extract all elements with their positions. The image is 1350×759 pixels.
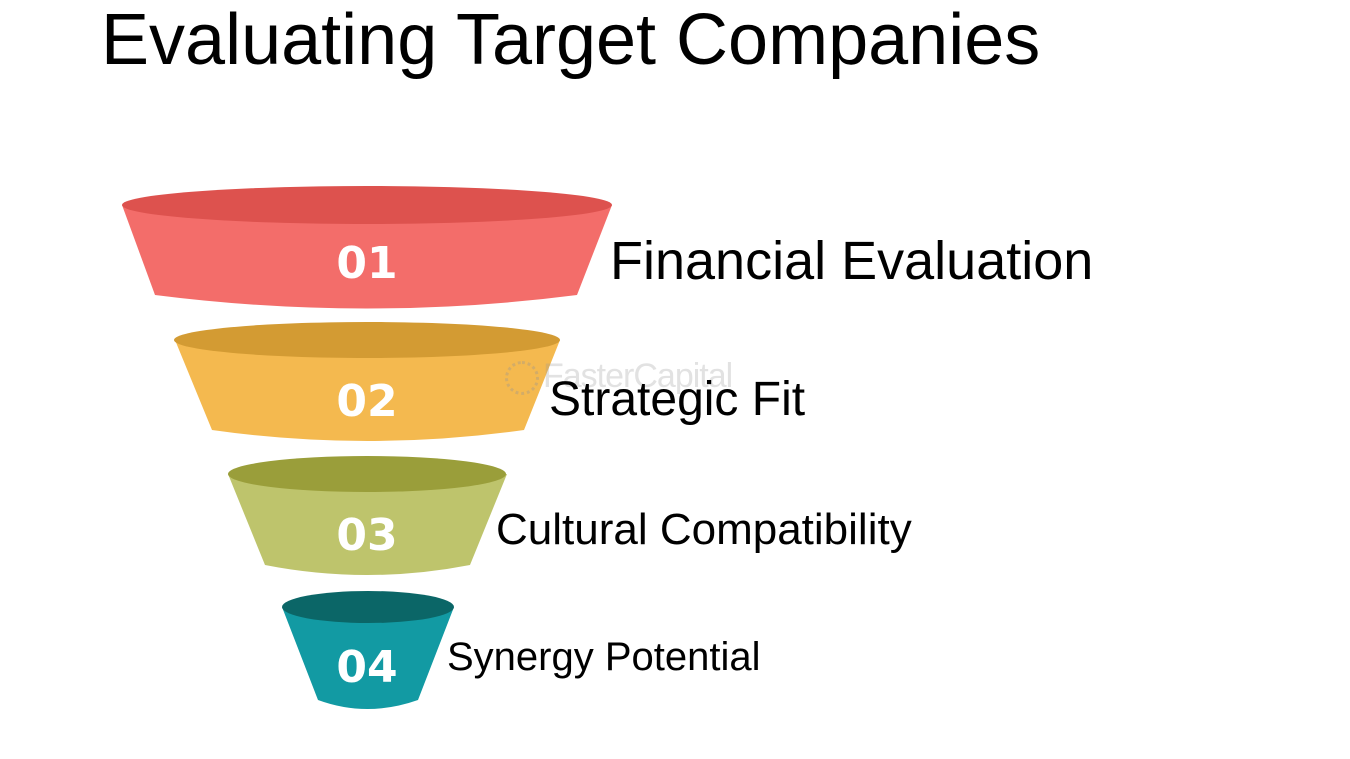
stage-1-number: 01: [336, 238, 397, 289]
stage-3-label: Cultural Compatibility: [496, 505, 912, 554]
watermark-logo-icon: [505, 361, 539, 396]
stage-3-number: 03: [336, 510, 397, 561]
watermark-text: FasterCapital: [543, 357, 733, 395]
stage-4-label: Synergy Potential: [447, 635, 761, 679]
funnel-stage-1-top: [122, 186, 612, 224]
stage-4-number: 04: [336, 642, 397, 693]
watermark: FasterCapital: [505, 357, 733, 396]
funnel-stage-3-body: [228, 474, 507, 575]
funnel-stage-2: 02: [174, 322, 560, 441]
page-title: Evaluating Target Companies: [101, 0, 1041, 80]
funnel-stage-4: 04: [282, 591, 454, 709]
funnel-stage-3: 03: [228, 456, 507, 575]
funnel-stage-4-top: [282, 591, 454, 623]
stage-2-label: Strategic Fit: [549, 373, 806, 426]
stage-2-number: 02: [336, 376, 397, 427]
funnel-stage-2-body: [175, 340, 560, 441]
stage-1-label: Financial Evaluation: [610, 231, 1094, 291]
funnel-stage-1-body: [122, 205, 612, 309]
funnel-stage-2-top: [174, 322, 560, 358]
funnel-stage-1: 01: [122, 186, 612, 309]
funnel-stage-4-body: [282, 607, 454, 709]
funnel-stage-3-top: [228, 456, 506, 492]
